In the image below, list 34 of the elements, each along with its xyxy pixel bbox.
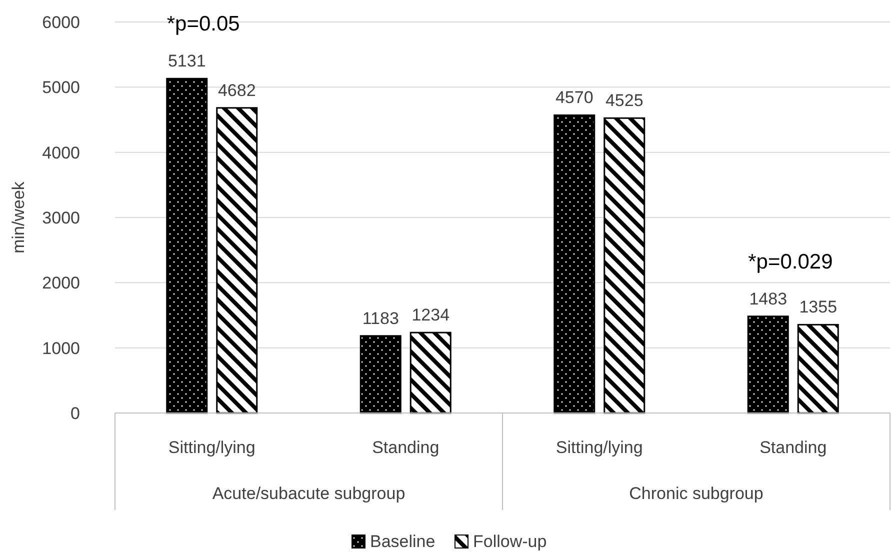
data-label: 4525	[605, 91, 644, 110]
bar	[216, 107, 258, 414]
data-label: 1355	[799, 298, 838, 317]
bar	[166, 78, 208, 414]
data-label: 5131	[168, 52, 206, 71]
bar	[604, 117, 646, 414]
bar	[747, 316, 789, 414]
legend-label: Baseline	[370, 532, 436, 551]
annotation: *p=0.05	[166, 12, 240, 36]
data-label: 1183	[362, 308, 399, 328]
text: Acute/subacute subgroup	[212, 484, 406, 503]
y-tick-label: 6000	[42, 12, 80, 32]
bar	[554, 114, 596, 414]
bar	[797, 324, 839, 414]
y-axis-title: min/week	[9, 181, 28, 254]
bar	[410, 332, 452, 414]
y-tick-label: 4000	[42, 143, 80, 162]
x-tick-label: Sitting/lying	[168, 438, 256, 457]
text: Chronic subgroup	[629, 484, 764, 503]
legend-label: Follow-up	[473, 532, 547, 551]
y-tick-label: 1000	[42, 338, 80, 358]
x-tick-label: Standing	[372, 438, 440, 457]
data-label: 1234	[412, 306, 450, 325]
bar	[360, 335, 402, 414]
y-tick-label: 5000	[42, 78, 80, 98]
x-tick-label: Standing	[760, 438, 827, 457]
x-tick-label: Sitting/lying	[556, 438, 643, 457]
data-label: 4682	[218, 80, 256, 100]
data-label: 1483	[749, 289, 788, 308]
y-tick-label: 0	[70, 404, 80, 423]
y-tick-label: 3000	[42, 208, 80, 228]
annotation: *p=0.029	[748, 250, 833, 274]
y-tick-label: 2000	[42, 274, 80, 293]
data-label: 4570	[555, 88, 594, 108]
